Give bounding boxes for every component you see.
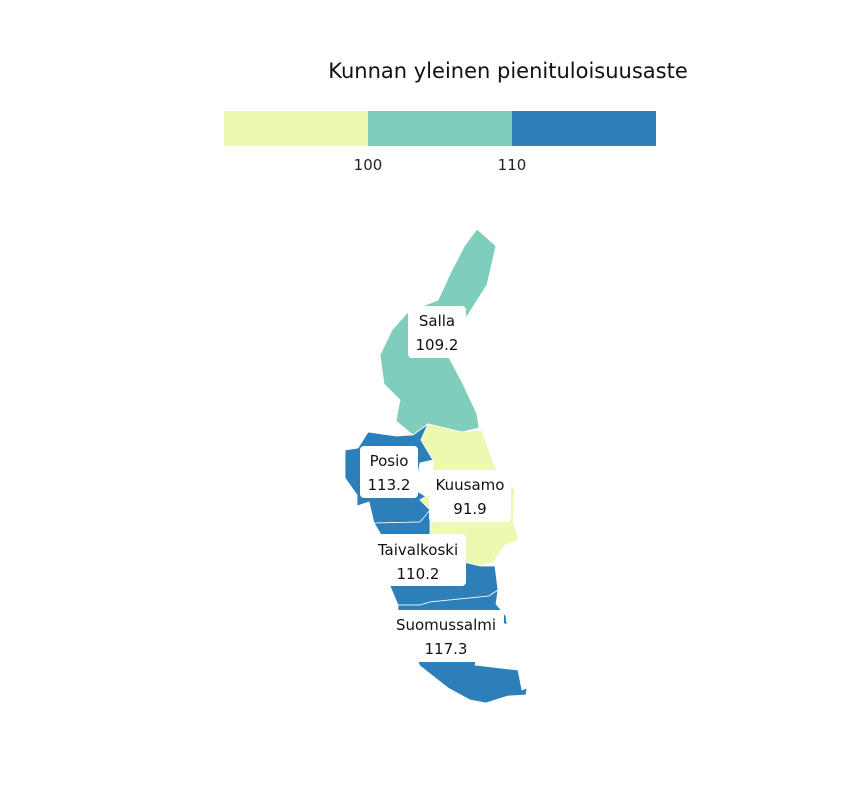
- region-value: 91.9: [453, 500, 486, 518]
- callout-salla: Salla 109.2: [408, 306, 466, 358]
- legend-tick-110: 110: [498, 156, 527, 174]
- legend-bin-low: [224, 111, 368, 146]
- callout-posio: Posio 113.2: [360, 446, 418, 498]
- region-value: 110.2: [397, 565, 440, 583]
- region-name: Taivalkoski: [377, 541, 458, 559]
- callout-suomussalmi: Suomussalmi 117.3: [388, 610, 504, 662]
- region-name: Posio: [370, 452, 409, 470]
- legend-bin-high: [512, 111, 656, 146]
- legend-bin-mid: [368, 111, 512, 146]
- region-name: Suomussalmi: [396, 616, 496, 634]
- legend-tick-100: 100: [354, 156, 383, 174]
- callout-taivalkoski: Taivalkoski 110.2: [370, 534, 466, 586]
- region-value: 117.3: [425, 640, 468, 658]
- legend-title: Kunnan yleinen pienituloisuusaste: [328, 59, 688, 83]
- region-value: 109.2: [416, 336, 459, 354]
- callouts: Salla 109.2 Posio 113.2 Kuusamo 91.9 Tai…: [360, 306, 511, 662]
- region-name: Salla: [419, 312, 455, 330]
- callout-kuusamo: Kuusamo 91.9: [429, 470, 511, 522]
- region-name: Kuusamo: [436, 476, 505, 494]
- legend: Kunnan yleinen pienituloisuusaste 100 11…: [224, 59, 688, 174]
- region-value: 113.2: [368, 476, 411, 494]
